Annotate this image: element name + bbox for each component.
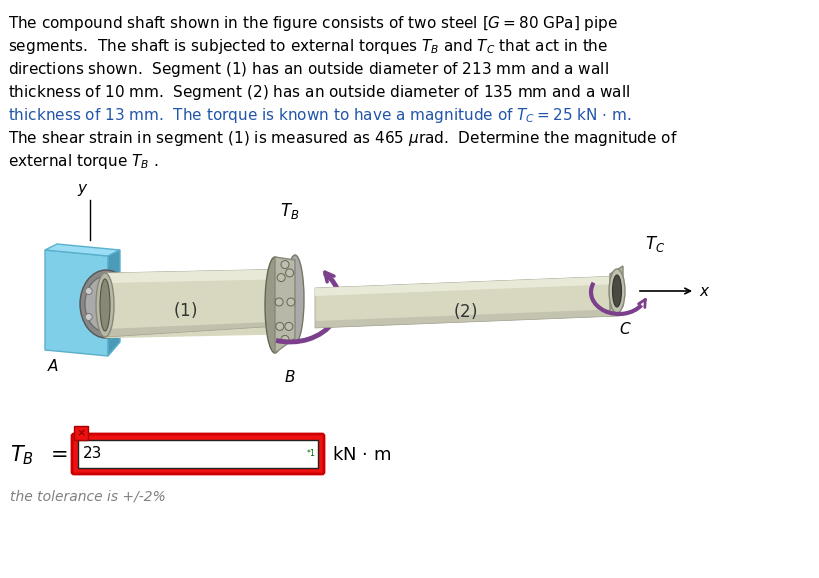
Ellipse shape — [613, 275, 622, 307]
Text: $T_C$: $T_C$ — [645, 234, 665, 254]
Ellipse shape — [85, 276, 127, 332]
Polygon shape — [315, 276, 620, 296]
Text: thickness of $13$ mm.  The torque is known to have a magnitude of $T_C = 25$ kN : thickness of $13$ mm. The torque is know… — [8, 106, 631, 125]
Circle shape — [281, 335, 289, 343]
Circle shape — [85, 287, 93, 295]
Text: $x$: $x$ — [699, 283, 711, 298]
Circle shape — [281, 261, 289, 269]
Text: $B$: $B$ — [284, 369, 296, 385]
Polygon shape — [45, 244, 120, 256]
Circle shape — [287, 298, 295, 306]
Circle shape — [120, 287, 127, 295]
Polygon shape — [105, 269, 295, 283]
Text: external torque $T_B$ .: external torque $T_B$ . — [8, 152, 158, 171]
Text: The shear strain in segment (1) is measured as $465$ $\mu$rad.  Determine the ma: The shear strain in segment (1) is measu… — [8, 129, 678, 148]
Ellipse shape — [96, 273, 114, 337]
Text: $A$: $A$ — [47, 358, 59, 374]
Text: The compound shaft shown in the figure consists of two steel $[G = 80$ GPa$]$ pi: The compound shaft shown in the figure c… — [8, 14, 618, 33]
Text: thickness of $10$ mm.  Segment (2) has an outside diameter of $135$ mm and a wal: thickness of $10$ mm. Segment (2) has an… — [8, 83, 631, 102]
Circle shape — [102, 327, 110, 334]
Text: kN $\cdot$ m: kN $\cdot$ m — [332, 446, 391, 464]
Text: $(2)$: $(2)$ — [453, 301, 477, 321]
FancyBboxPatch shape — [72, 434, 324, 474]
Circle shape — [85, 313, 93, 320]
Ellipse shape — [80, 270, 132, 338]
Text: 23: 23 — [83, 446, 102, 461]
Circle shape — [285, 323, 293, 331]
Text: directions shown.  Segment (1) has an outside diameter of $213$ mm and a wall: directions shown. Segment (1) has an out… — [8, 60, 609, 79]
Text: $C$: $C$ — [618, 321, 631, 337]
Circle shape — [286, 269, 293, 277]
Text: $(1)$: $(1)$ — [173, 300, 197, 320]
Circle shape — [102, 275, 110, 281]
Text: ×: × — [76, 428, 86, 438]
Circle shape — [276, 323, 284, 331]
Polygon shape — [105, 269, 295, 337]
Text: $T_B$: $T_B$ — [280, 201, 300, 221]
Polygon shape — [108, 250, 120, 356]
Circle shape — [277, 273, 285, 281]
Polygon shape — [105, 321, 295, 337]
Circle shape — [275, 298, 283, 306]
FancyBboxPatch shape — [74, 426, 88, 440]
Text: $T_B$  $=$: $T_B$ $=$ — [10, 443, 68, 467]
Polygon shape — [275, 257, 295, 353]
Text: the tolerance is +/-2%: the tolerance is +/-2% — [10, 490, 165, 504]
Ellipse shape — [265, 257, 285, 353]
Ellipse shape — [609, 269, 625, 313]
Polygon shape — [315, 276, 620, 328]
Text: $y$: $y$ — [77, 182, 88, 198]
Polygon shape — [610, 266, 623, 314]
Text: segments.  The shaft is subjected to external torques $T_B$ and $T_C$ that act i: segments. The shaft is subjected to exte… — [8, 37, 609, 56]
Polygon shape — [45, 250, 108, 356]
Polygon shape — [315, 309, 620, 328]
Text: $^{*1}$: $^{*1}$ — [305, 449, 316, 459]
Circle shape — [120, 313, 127, 320]
Ellipse shape — [286, 255, 304, 343]
FancyBboxPatch shape — [78, 440, 318, 468]
Ellipse shape — [100, 279, 110, 331]
